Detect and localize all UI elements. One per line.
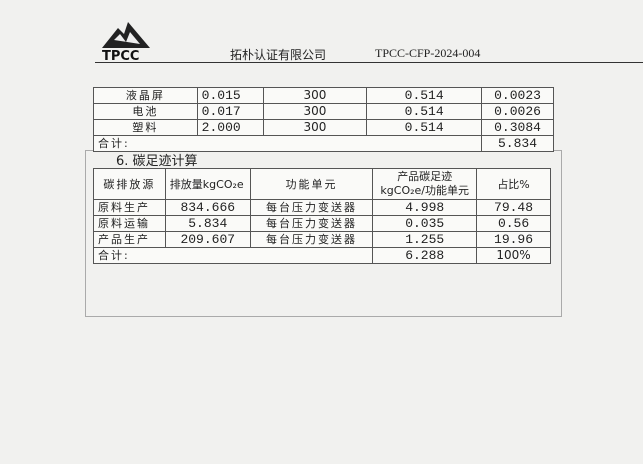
cell: 液晶屏	[93, 87, 198, 104]
cell: 19.96	[476, 231, 551, 248]
cell: 5.834	[164, 215, 251, 232]
cell: 每台压力变送器	[249, 215, 374, 232]
cell: 300	[262, 103, 368, 120]
total-row: 合计: 5.834	[92, 135, 554, 152]
svg-text:TPCC: TPCC	[102, 49, 139, 62]
column-header: 产品碳足迹 kgCO₂e/功能单元	[372, 168, 478, 200]
cell: 79.48	[476, 199, 551, 216]
cell: 原料运输	[93, 215, 166, 232]
section-heading: 6. 碳足迹计算	[116, 154, 198, 169]
cell: 0.0023	[481, 87, 554, 104]
table-row: 原料生产 834.666 每台压力变送器 4.998 79.48	[93, 199, 551, 216]
total-share: 100%	[476, 247, 551, 264]
cell: 209.607	[164, 231, 251, 248]
column-header: 占比%	[476, 168, 551, 200]
table-row: 液晶屏 0.015 300 0.514 0.0023	[93, 87, 554, 104]
total-label: 合计:	[92, 247, 374, 264]
cell: 0.56	[476, 215, 551, 232]
header-row: 碳排放源 排放量kgCO₂e 功能单元 产品碳足迹 kgCO₂e/功能单元 占比…	[93, 168, 551, 200]
total-row: 合计: 6.288 100%	[92, 247, 551, 264]
total-label: 合计:	[92, 135, 483, 152]
cell: 0.514	[366, 103, 483, 120]
table-row: 塑料 2.000 300 0.514 0.3084	[93, 119, 554, 136]
cell: 300	[262, 119, 368, 136]
total-value: 5.834	[481, 135, 554, 152]
document-id: TPCC-CFP-2024-004	[375, 46, 481, 60]
company-name: 拓朴认证有限公司	[230, 48, 327, 62]
table-row: 产品生产 209.607 每台压力变送器 1.255 19.96	[93, 231, 551, 248]
cell: 0.514	[366, 119, 483, 136]
total-footprint: 6.288	[372, 247, 478, 264]
cell: 0.015	[196, 87, 264, 104]
footprint-table: 碳排放源 排放量kgCO₂e 功能单元 产品碳足迹 kgCO₂e/功能单元 占比…	[92, 168, 551, 264]
tpcc-logo: TPCC	[100, 20, 152, 66]
column-header: 功能单元	[249, 168, 374, 200]
cell: 原料生产	[93, 199, 166, 216]
cell: 塑料	[93, 119, 198, 136]
cell: 0.0026	[481, 103, 554, 120]
cell: 0.3084	[481, 119, 554, 136]
header-divider	[95, 62, 643, 63]
transport-table: 液晶屏 0.015 300 0.514 0.0023 电池 0.017 300 0.514 0.…	[92, 87, 554, 152]
cell: 产品生产	[93, 231, 166, 248]
cell: 4.998	[372, 199, 478, 216]
cell: 2.000	[196, 119, 264, 136]
cell: 0.035	[372, 215, 478, 232]
cell: 每台压力变送器	[249, 231, 374, 248]
cell: 300	[262, 87, 368, 104]
column-header: 碳排放源	[93, 168, 166, 200]
column-header: 排放量kgCO₂e	[164, 168, 251, 200]
cell: 1.255	[372, 231, 478, 248]
cell: 每台压力变送器	[249, 199, 374, 216]
cell: 834.666	[164, 199, 251, 216]
cell: 0.514	[366, 87, 483, 104]
table-row: 原料运输 5.834 每台压力变送器 0.035 0.56	[93, 215, 551, 232]
cell: 0.017	[196, 103, 264, 120]
table-row: 电池 0.017 300 0.514 0.0026	[93, 103, 554, 120]
cell: 电池	[93, 103, 198, 120]
